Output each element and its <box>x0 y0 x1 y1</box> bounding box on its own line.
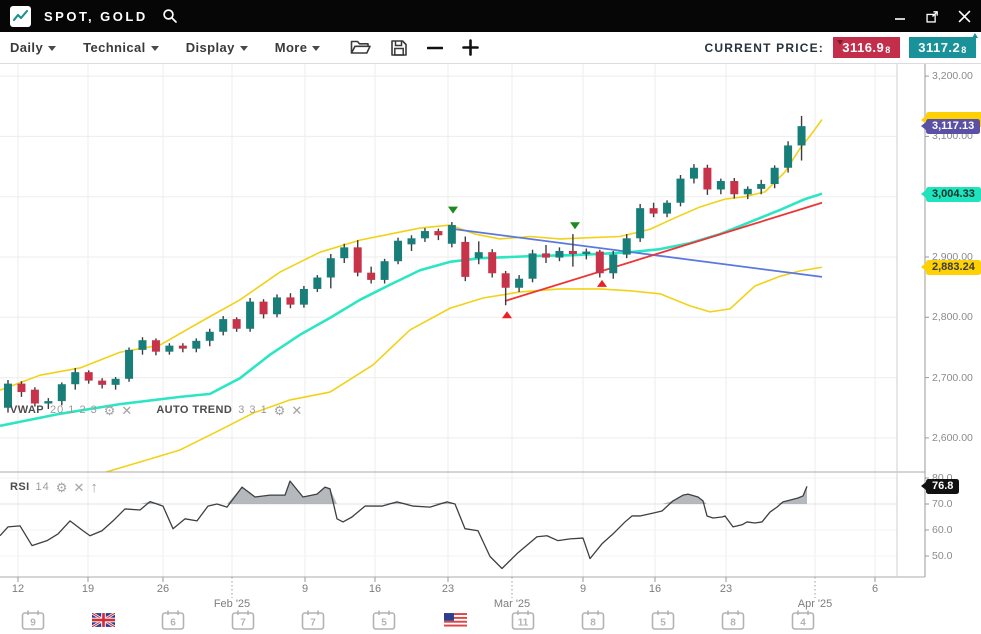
chevron-down-icon <box>239 46 248 51</box>
vwap-indicator-row: VWAP 20 1 2 3 ⚙ ✕ AUTO TREND 3 3 1 ⚙ ✕ <box>10 402 303 418</box>
open-folder-icon[interactable] <box>350 39 372 56</box>
zoom-in-icon[interactable] <box>462 39 480 56</box>
price-pane-layer <box>0 115 823 472</box>
menu-display[interactable]: Display <box>186 40 248 55</box>
bid-down-arrow-icon <box>837 40 843 45</box>
grid-layer <box>0 64 897 577</box>
logo-chart-icon <box>12 9 29 21</box>
chevron-down-icon <box>48 46 57 51</box>
zoom-out-icon[interactable] <box>427 40 444 56</box>
toolbar-icons <box>350 39 480 57</box>
window-controls <box>891 0 973 32</box>
menu-daily[interactable]: Daily <box>10 40 57 55</box>
title-bar: SPOT, GOLD <box>0 0 981 32</box>
vwap-settings-gear-icon[interactable]: ⚙ <box>103 402 116 418</box>
rsi-indicator-row: RSI 14 ⚙ ✕ ↑ <box>10 478 98 496</box>
rsi-settings-gear-icon[interactable]: ⚙ <box>55 479 68 495</box>
rsi-indicator-label: RSI <box>10 481 30 493</box>
bid-price-badge: 3116.9 8 <box>833 37 900 58</box>
vwap-remove-icon[interactable]: ✕ <box>121 402 133 418</box>
signal-markers-layer <box>448 206 607 319</box>
menu-bar: Daily Technical Display More <box>10 40 321 55</box>
menu-technical[interactable]: Technical <box>83 40 159 55</box>
chevron-down-icon <box>150 46 159 51</box>
rsi-remove-icon[interactable]: ✕ <box>73 479 85 495</box>
auto-trend-indicator-params: 3 3 1 <box>238 404 268 416</box>
vwap-indicator-label: VWAP <box>10 404 44 416</box>
pane-borders <box>0 64 929 598</box>
vwap-indicator-params: 20 1 2 3 <box>50 404 98 416</box>
candles-layer <box>4 115 806 413</box>
current-price-label: CURRENT PRICE: <box>704 40 824 55</box>
app-logo <box>10 5 31 27</box>
save-icon[interactable] <box>390 39 408 57</box>
rsi-pane-layer <box>0 480 808 570</box>
symbol-title: SPOT, GOLD <box>44 8 148 24</box>
close-icon[interactable] <box>955 7 973 25</box>
minimize-icon[interactable] <box>891 7 909 25</box>
toolbar: Daily Technical Display More <box>0 32 981 64</box>
auto-trend-remove-icon[interactable]: ✕ <box>291 402 303 418</box>
auto-trend-indicator-label: AUTO TREND <box>156 404 233 416</box>
menu-more[interactable]: More <box>275 40 321 55</box>
rsi-move-up-arrow-icon[interactable]: ↑ <box>90 478 98 496</box>
rsi-indicator-params: 14 <box>35 481 50 493</box>
ask-up-arrow-icon <box>972 33 978 38</box>
restore-window-icon[interactable] <box>923 7 941 25</box>
chevron-down-icon <box>312 46 321 51</box>
auto-trend-settings-gear-icon[interactable]: ⚙ <box>273 402 286 418</box>
ask-price-badge: 3117.2 8 <box>909 33 978 58</box>
current-price-area: CURRENT PRICE: 3116.9 8 3117.2 8 <box>704 32 978 63</box>
search-icon[interactable] <box>162 8 178 24</box>
